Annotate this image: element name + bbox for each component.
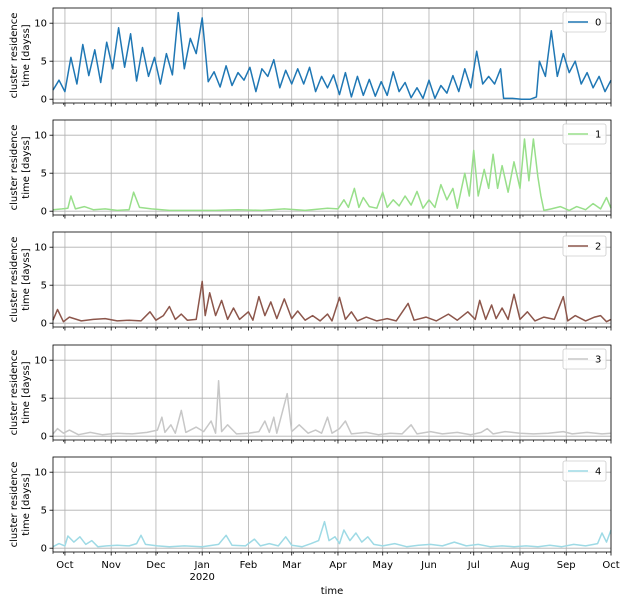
y-tick-label: 0 <box>41 207 47 218</box>
x-tick-sublabel: 2020 <box>189 572 214 583</box>
x-tick-label: Sep <box>557 560 576 571</box>
y-tick-label: 10 <box>34 243 47 254</box>
x-tick-label: Jul <box>467 560 480 571</box>
x-tick-label: Nov <box>101 560 121 571</box>
plot-frame <box>52 231 612 328</box>
y-tick-label: 0 <box>41 95 47 106</box>
legend-0: 0 <box>562 11 607 33</box>
y-tick-label: 0 <box>41 544 47 555</box>
y-tick-label: 5 <box>41 169 47 180</box>
x-tick-label: Oct <box>56 560 73 571</box>
y-axis-label: cluster residencetime [dayss] <box>9 350 32 436</box>
y-axis-label-line: time [dayss] <box>21 248 32 310</box>
legend-1: 1 <box>562 123 607 145</box>
y-axis-label-line: cluster residence <box>9 237 20 323</box>
y-axis-label-line: time [dayss] <box>21 473 32 535</box>
legend-label: 1 <box>595 130 601 141</box>
legend-label: 3 <box>595 355 601 366</box>
series-line-3 <box>52 379 612 436</box>
y-tick-label: 0 <box>41 432 47 443</box>
y-tick-label: 10 <box>34 356 47 367</box>
y-axis-label-line: cluster residence <box>9 462 20 548</box>
y-tick-label: 5 <box>41 281 47 292</box>
legend-label: 0 <box>595 18 601 29</box>
x-tick-label: Oct <box>602 560 619 571</box>
y-axis-label: cluster residencetime [dayss] <box>9 462 32 548</box>
y-axis-label-line: cluster residence <box>9 350 20 436</box>
series-line-0 <box>52 11 612 100</box>
y-axis-label: cluster residencetime [dayss] <box>9 125 32 211</box>
y-tick-label: 5 <box>41 506 47 517</box>
x-axis-label: time <box>321 586 344 597</box>
legend-4: 4 <box>562 460 607 482</box>
y-tick-label: 10 <box>34 468 47 479</box>
y-axis-label: cluster residencetime [dayss] <box>9 13 32 99</box>
y-tick-label: 10 <box>34 19 47 30</box>
y-axis-label-line: time [dayss] <box>21 136 32 198</box>
x-tick-label: Apr <box>329 560 347 571</box>
legend-label: 2 <box>595 242 601 253</box>
x-tick-label: Jun <box>420 560 437 571</box>
x-tick-label: Jan <box>193 560 209 571</box>
plot-frame <box>52 456 612 553</box>
x-tick-label: Mar <box>282 560 302 571</box>
series-line-1 <box>52 138 612 212</box>
x-tick-label: Dec <box>146 560 165 571</box>
y-tick-label: 5 <box>41 394 47 405</box>
y-axis-label: cluster residencetime [dayss] <box>9 237 32 323</box>
plot-frame <box>52 119 612 216</box>
series-line-2 <box>52 280 612 323</box>
legend-label: 4 <box>595 467 601 478</box>
x-tick-label: Aug <box>510 560 530 571</box>
plot-frame <box>52 344 612 441</box>
y-axis-label-line: time [dayss] <box>21 24 32 86</box>
x-tick-label: May <box>372 560 393 571</box>
legend-2: 2 <box>562 235 607 257</box>
y-axis-label-line: cluster residence <box>9 125 20 211</box>
y-tick-label: 0 <box>41 319 47 330</box>
x-tick-label: Feb <box>240 560 258 571</box>
y-tick-label: 5 <box>41 57 47 68</box>
y-tick-label: 10 <box>34 131 47 142</box>
plot-frame <box>52 7 612 104</box>
y-axis-label-line: time [dayss] <box>21 361 32 423</box>
y-axis-label-line: cluster residence <box>9 13 20 99</box>
legend-3: 3 <box>562 348 607 370</box>
series-line-4 <box>52 520 612 548</box>
